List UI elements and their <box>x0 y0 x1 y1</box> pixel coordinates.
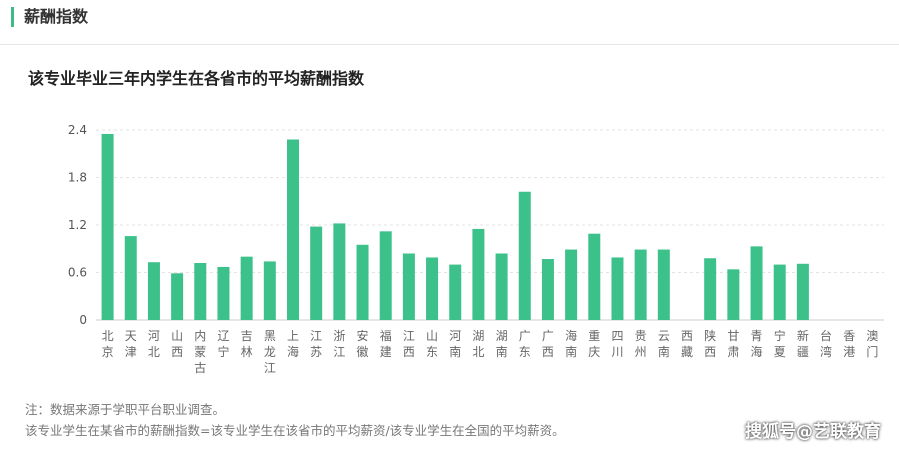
x-category-label: 江西 <box>403 329 415 359</box>
bar <box>356 244 369 320</box>
x-category-label: 山西 <box>171 329 183 359</box>
x-category-label: 甘肃 <box>727 329 739 359</box>
y-tick-label: 0 <box>79 313 87 327</box>
x-category-label: 云南 <box>658 329 670 359</box>
bar <box>194 263 207 320</box>
y-tick-label: 1.8 <box>68 171 87 185</box>
x-category-label: 浙江 <box>333 329 345 359</box>
bar <box>240 256 253 320</box>
bar <box>287 139 299 320</box>
x-category-label: 黑龙江 <box>264 329 276 375</box>
bar <box>657 249 670 320</box>
bar <box>402 253 415 320</box>
bar <box>727 269 740 320</box>
x-category-label: 福建 <box>380 328 392 359</box>
x-category-label: 河北 <box>148 329 160 359</box>
bar <box>588 233 601 320</box>
x-category-label: 广东 <box>519 329 531 359</box>
bar <box>518 191 531 320</box>
x-category-label: 新疆 <box>797 328 809 359</box>
bar <box>565 249 578 320</box>
x-category-label: 澳门 <box>866 329 878 359</box>
bar <box>750 246 763 320</box>
bar <box>634 249 647 320</box>
x-category-label: 重庆 <box>588 329 600 359</box>
x-category-label: 吉林 <box>241 329 253 359</box>
bar <box>217 266 230 320</box>
x-category-label: 山东 <box>426 329 438 359</box>
x-category-label: 海南 <box>565 328 577 359</box>
x-category-label: 西藏 <box>681 329 693 359</box>
bar <box>101 133 114 320</box>
x-category-label: 青海 <box>751 329 763 359</box>
x-category-label: 安徽 <box>357 328 369 359</box>
bar <box>773 264 786 320</box>
bar <box>541 259 554 320</box>
x-category-label: 河南 <box>449 329 461 359</box>
bar <box>263 261 276 320</box>
x-category-label: 湖北 <box>472 328 484 359</box>
bar <box>379 231 392 320</box>
x-category-label: 陕西 <box>704 328 716 359</box>
y-tick-label: 0.6 <box>68 266 87 280</box>
bar <box>426 257 439 320</box>
bar <box>495 253 508 320</box>
bar <box>449 264 462 320</box>
x-category-label: 湖南 <box>496 328 508 359</box>
bar <box>472 228 485 320</box>
watermark-text: 搜狐号@艺联教育 <box>745 422 881 442</box>
x-category-label: 香港 <box>843 329 855 359</box>
section-header: 薪酬指数 <box>0 0 899 45</box>
bar <box>611 257 624 320</box>
x-category-label: 辽宁 <box>217 329 229 359</box>
bar <box>704 258 717 320</box>
x-category-label: 广西 <box>542 329 554 359</box>
bar <box>171 273 184 320</box>
x-category-label: 天津 <box>125 329 137 359</box>
bar <box>147 262 160 320</box>
section-title: 薪酬指数 <box>24 7 89 26</box>
bar <box>310 226 323 320</box>
bar <box>333 223 346 320</box>
x-category-label: 江苏 <box>310 329 322 359</box>
bar <box>124 236 137 320</box>
x-category-label: 北京 <box>102 329 114 359</box>
x-category-label: 内蒙古 <box>194 329 206 375</box>
bar-chart: 0 0.6 1.2 1.8 2.4 北京天津河北山西内蒙古辽宁吉林黑龙江上海江苏浙江安徽福… <box>68 123 884 375</box>
x-category-label: 四川 <box>611 329 623 359</box>
section-accent-bar <box>11 7 14 27</box>
x-category-label: 贵州 <box>635 329 647 359</box>
x-category-label: 宁夏 <box>774 328 786 359</box>
y-tick-label: 2.4 <box>68 123 87 137</box>
y-tick-label: 1.2 <box>68 218 87 232</box>
chart-title: 该专业毕业三年内学生在各省市的平均薪酬指数 <box>28 69 365 88</box>
bar <box>796 263 809 320</box>
source-note: 注：数据来源于学职平台职业调查。 <box>25 402 226 417</box>
formula-note: 该专业学生在某省市的薪酬指数=该专业学生在该省市的平均薪资/该专业学生在全国的平… <box>25 423 565 438</box>
x-category-label: 台湾 <box>820 328 832 359</box>
x-category-label: 上海 <box>287 329 299 359</box>
